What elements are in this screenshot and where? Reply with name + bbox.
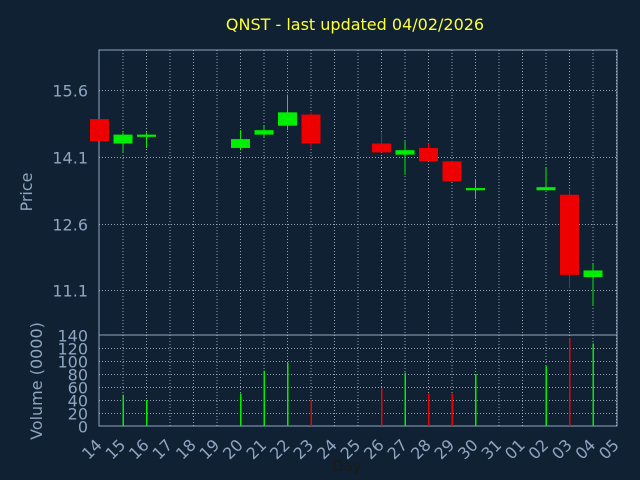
candle-body	[466, 188, 485, 191]
volume-bar	[475, 374, 477, 426]
candle-body	[536, 187, 556, 191]
candle-body	[442, 161, 462, 182]
price-tick-label: 12.6	[52, 216, 88, 235]
candle-body	[372, 143, 391, 153]
price-tick-label: 15.6	[52, 82, 88, 101]
price-tick-label: 14.1	[52, 149, 88, 168]
x-axis-label: Day	[332, 457, 362, 475]
candle-body	[231, 139, 250, 148]
volume-bar	[310, 400, 312, 426]
chart-title: QNST - last updated 04/02/2026	[226, 15, 484, 34]
volume-tick-label: 60	[68, 379, 88, 398]
volume-bar	[428, 393, 430, 426]
volume-bar	[381, 388, 383, 426]
volume-tick-label: 0	[78, 418, 88, 437]
volume-tick-label: 80	[68, 366, 88, 385]
volume-tick-label: 100	[57, 353, 88, 372]
candle-body	[583, 270, 603, 278]
volume-bar	[404, 372, 406, 426]
candle-body	[301, 114, 321, 144]
candle-body	[278, 112, 297, 126]
x-axis: 1415161718192021222324252627282930310102…	[78, 435, 623, 475]
volume-bar	[545, 366, 547, 426]
volume-bar	[146, 400, 148, 426]
volume-tick-label: 140	[57, 327, 88, 346]
price-tick-label: 11.1	[52, 282, 88, 301]
volume-bar	[263, 370, 265, 426]
candle-body	[137, 134, 156, 137]
volume-tick-label: 40	[68, 392, 88, 411]
volume-bar	[287, 362, 289, 426]
candle-body	[560, 194, 579, 275]
price-axis-label: Price	[17, 172, 36, 211]
candle-body	[395, 150, 415, 155]
candle-body	[254, 130, 274, 135]
x-tick-label: 05	[595, 435, 623, 463]
volume-bar	[240, 393, 242, 426]
volume-tick-label: 120	[57, 340, 88, 359]
volume-axis-label: Volume (0000)	[27, 322, 46, 440]
candle-body	[113, 134, 133, 144]
volume-bar	[569, 338, 571, 426]
volume-tick-label: 20	[68, 405, 88, 424]
candle-body	[90, 119, 109, 142]
volume-bar	[122, 394, 124, 426]
price-panel: 15.6 14.1 12.6 11.1 Price	[17, 49, 618, 336]
volume-bar	[451, 393, 453, 426]
volume-bar	[592, 343, 594, 426]
candle-body	[419, 147, 438, 162]
